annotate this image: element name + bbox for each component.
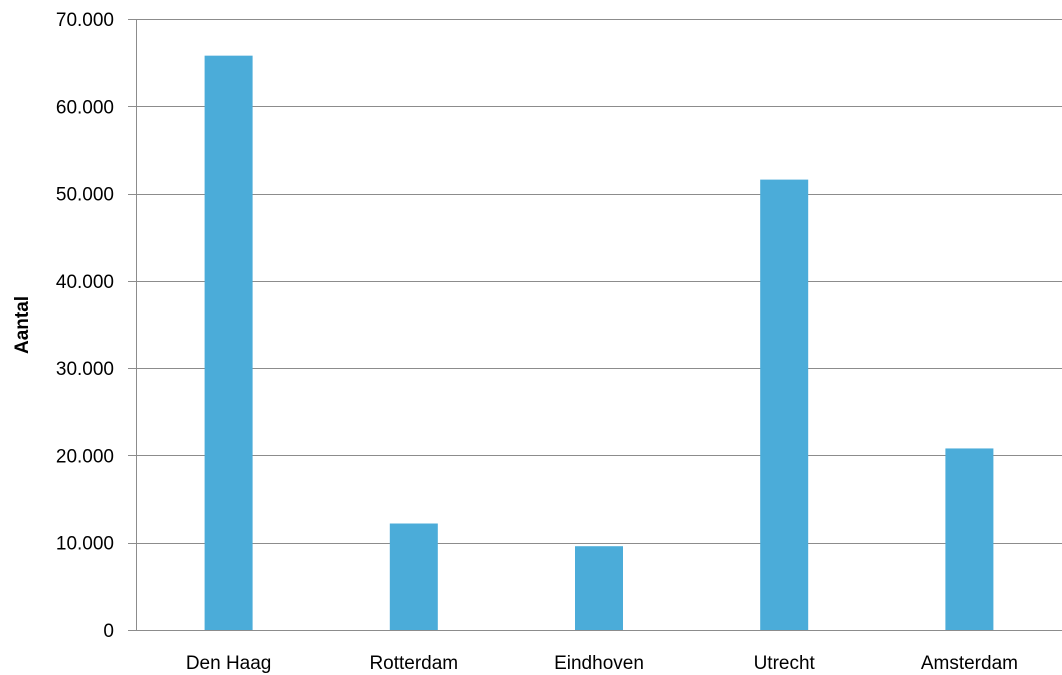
x-tick-label: Amsterdam [921,653,1018,674]
x-tick-label: Eindhoven [554,653,644,674]
y-tick-label: 30.000 [56,359,114,380]
y-tick-label: 0 [103,621,114,642]
bar [945,448,994,630]
bar [204,55,253,631]
tick-labels: 0 10.000 20.000 30.000 40.000 50.000 60.000 70.… [56,10,1018,674]
bars [204,55,994,631]
y-axis-title: Aantal [12,296,33,354]
y-tick-label: 40.000 [56,272,114,293]
y-tick-label: 50.000 [56,185,114,206]
y-tick-label: 70.000 [56,10,114,31]
gridlines [136,19,1062,544]
x-tick-label: Utrecht [754,653,816,674]
y-tick-label: 10.000 [56,534,114,555]
bar [575,546,623,630]
bar [389,523,438,630]
axes [128,19,1062,631]
y-tick-label: 20.000 [56,446,114,467]
bar [760,179,809,630]
x-tick-label: Den Haag [186,653,272,674]
x-tick-label: Rotterdam [369,653,458,674]
y-tick-label: 60.000 [56,97,114,118]
